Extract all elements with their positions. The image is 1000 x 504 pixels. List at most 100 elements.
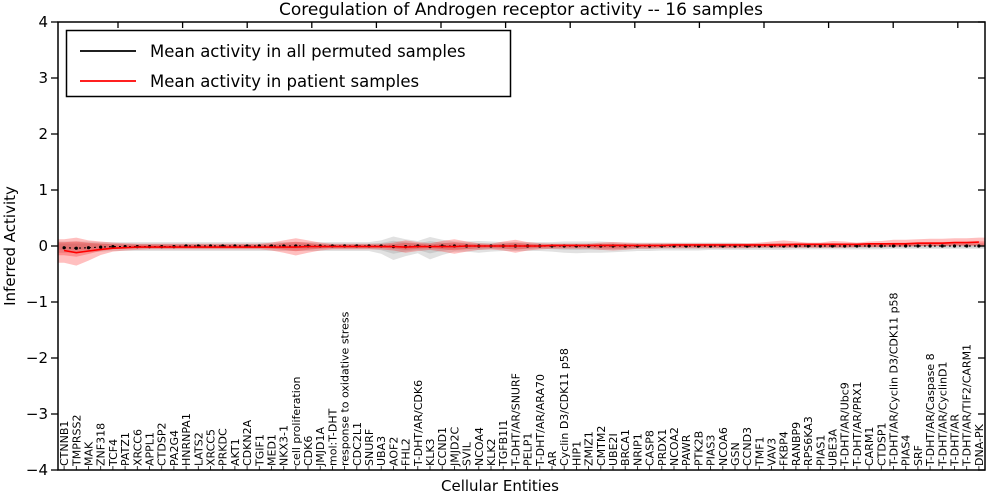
x-tick-label: T-DHT/AR/ARA70 — [534, 374, 547, 467]
x-tick-label: AKT1 — [229, 438, 242, 466]
permuted-band-inner — [58, 240, 985, 254]
x-tick-label: UBE2I — [607, 433, 620, 466]
legend-box — [65, 29, 512, 98]
x-tick-label: T-DHT/AR/Caspase 8 — [924, 353, 937, 467]
x-tick-label: VAV3 — [766, 438, 779, 466]
permuted-mean-marker — [806, 244, 810, 248]
x-tick-label: DNA-PK — [973, 423, 986, 466]
permuted-mean-marker — [891, 244, 896, 248]
x-tick-label: XRCC6 — [131, 429, 144, 466]
x-tick-label: SNURF — [363, 429, 376, 466]
x-tick-label: RPS6KA3 — [802, 416, 815, 466]
x-tick-label: MED1 — [266, 434, 279, 466]
x-tick-label: CASP8 — [644, 430, 657, 466]
x-tick-label: PIAS1 — [814, 435, 827, 466]
x-tick-label: response to oxidative stress — [339, 311, 352, 466]
permuted-mean-marker — [904, 244, 908, 248]
x-tick-label: TGFB1I1 — [497, 420, 510, 467]
x-tick-label: CTNNB1 — [58, 421, 71, 466]
x-tick-label: T-DHT/AR — [949, 414, 962, 467]
x-tick-label: TMF1 — [753, 436, 766, 467]
permuted-mean-marker — [62, 246, 66, 250]
legend: Mean activity in all permuted samples Me… — [65, 29, 512, 98]
x-tick-label: cell proliferation — [290, 376, 303, 466]
x-tick-label: FHL2 — [400, 438, 413, 466]
x-tick-label: T-DHT/AR/SNURF — [509, 373, 522, 467]
patient-mean-line — [63, 241, 979, 254]
x-tick-label: mol:T-DHT — [326, 408, 339, 466]
y-tick-label: −1 — [26, 293, 48, 311]
y-tick-label: 2 — [38, 125, 48, 143]
permuted-mean-marker — [86, 246, 91, 250]
x-tick-label: XRCC5 — [205, 429, 218, 466]
y-tick-label: 0 — [38, 237, 48, 255]
x-tick-label: NCOA6 — [717, 427, 730, 466]
x-tick-label: JMJD1A — [314, 427, 327, 467]
x-tick-label: T-DHT/AR/TIF2/CARM1 — [961, 344, 974, 467]
x-tick-label: ZMIZ1 — [583, 431, 596, 466]
x-tick-label: JMJD2C — [448, 427, 461, 467]
x-tick-label: PAWR — [680, 434, 693, 466]
x-tick-label: FKBP4 — [778, 431, 791, 466]
x-tick-label: CDC2L1 — [351, 422, 364, 466]
x-tick-label: NCOA4 — [473, 427, 486, 466]
x-tick-label: PELP1 — [522, 433, 535, 466]
x-tick-label: TMPRSS2 — [70, 415, 83, 467]
y-tick-label: 4 — [38, 13, 48, 31]
x-tick-label: CCND1 — [436, 427, 449, 466]
permuted-mean-marker — [879, 244, 883, 248]
x-tick-label: PIAS3 — [705, 435, 718, 466]
legend-entry-permuted: Mean activity in all permuted samples — [150, 42, 466, 61]
permuted-mean-marker — [867, 244, 871, 248]
x-tick-label: CTDSP2 — [156, 423, 169, 466]
y-tick-label: −4 — [26, 461, 48, 479]
permuted-band-outer — [58, 236, 985, 260]
permuted-mean-marker — [818, 244, 822, 248]
y-tick-label: 1 — [38, 181, 48, 199]
permuted-mean-marker — [855, 244, 859, 248]
x-tick-label: NCOA2 — [668, 427, 681, 466]
permuted-mean-marker — [830, 244, 835, 248]
x-tick-label: CDKN2A — [241, 419, 254, 466]
y-tick-label: 3 — [38, 69, 48, 87]
permuted-mean-marker — [99, 245, 103, 249]
x-tick-label: PTK2B — [692, 431, 705, 466]
permuted-mean-marker — [794, 244, 798, 248]
x-tick-label: UBA3 — [375, 436, 388, 466]
x-tick-label: AOF2 — [387, 437, 400, 466]
x-tick-label: HIP1 — [570, 441, 583, 466]
y-tick-labels: 4 3 2 1 0 −1 −2 −3 −4 — [26, 13, 48, 479]
x-tick-label: T-DHT/AR/PRX1 — [851, 381, 864, 467]
permuted-mean-marker — [843, 244, 847, 248]
x-tick-label: AR — [546, 450, 559, 466]
x-tick-label: PA2G4 — [168, 430, 181, 466]
x-tick-label: APPL1 — [144, 432, 157, 466]
x-tick-label: PIAS4 — [900, 435, 913, 466]
x-tick-label: T-DHT/AR/CDK6 — [412, 380, 425, 467]
permuted-mean-marker — [74, 246, 78, 250]
y-tick-label: −2 — [26, 349, 48, 367]
confidence-bands — [58, 236, 985, 266]
permuted-mean-marker — [916, 244, 920, 248]
axes-and-ticks — [51, 21, 986, 471]
y-tick-label: −3 — [26, 405, 48, 423]
x-tick-label: NRIP1 — [631, 433, 644, 466]
x-tick-label: SRF — [912, 445, 925, 466]
series-lines — [62, 241, 981, 254]
x-tick-label: PRDX1 — [656, 429, 669, 466]
x-tick-label: TCF4 — [107, 439, 120, 467]
x-tick-label: BRCA1 — [619, 429, 632, 466]
x-tick-label: TGIF1 — [253, 434, 266, 467]
x-tick-labels: CTNNB1 TMPRSS2 MAK ZNF318 TCF4 PATZ1 XRCC6 APPL… — [58, 292, 986, 467]
x-tick-label: GSN — [729, 442, 742, 466]
x-tick-label: T-DHT/AR/Ubc9 — [839, 382, 852, 467]
x-tick-label: T-DHT/AR/CyclinD1 — [936, 361, 949, 467]
x-tick-label: LATS2 — [192, 432, 205, 466]
permuted-mean-marker — [928, 244, 932, 248]
x-tick-label: NKX3-1 — [278, 425, 291, 466]
x-tick-label: KLK3 — [424, 438, 437, 466]
x-tick-label: UBE3A — [827, 428, 840, 466]
permuted-mean-marker — [940, 244, 944, 248]
